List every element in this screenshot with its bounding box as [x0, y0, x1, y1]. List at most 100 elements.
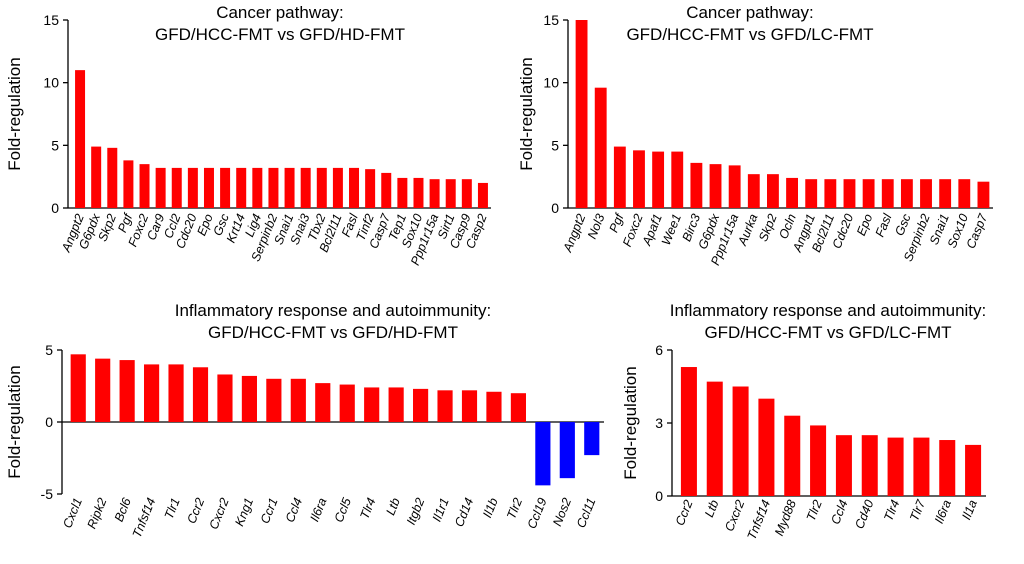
chart-title-line: Cancer pathway: [216, 3, 344, 22]
bar [413, 388, 429, 422]
bar [300, 167, 311, 208]
bar [843, 179, 856, 208]
y-axis-label: Fold-regulation [5, 57, 24, 170]
x-tick-label: Il1a [959, 498, 980, 522]
x-tick-label: Tlr7 [907, 497, 928, 523]
x-tick-label: Il6ra [932, 498, 954, 526]
bar [861, 435, 878, 496]
x-tick-label: Tlr4 [357, 496, 378, 521]
bar [316, 167, 327, 208]
x-tick-label: Ccl4 [283, 496, 305, 524]
bar [732, 386, 749, 496]
y-tick-label: 0 [655, 488, 663, 504]
x-tick-label: Tlr4 [881, 498, 902, 523]
bar [652, 151, 665, 208]
bar [613, 146, 626, 208]
bar [477, 182, 488, 208]
bar [364, 387, 380, 422]
bar [805, 179, 818, 208]
bar [365, 169, 376, 208]
y-tick-label: 15 [43, 12, 59, 28]
x-tick-label: Il1b [480, 496, 501, 520]
x-tick-label: Cxcr2 [722, 498, 747, 534]
x-tick-label: Ltb [383, 496, 403, 517]
x-tick-label: Cxcr2 [207, 496, 232, 532]
bar [461, 390, 478, 422]
chart-cancer-hd: Cancer pathway: GFD/HCC-FMT vs GFD/HD-FMT… [5, 3, 491, 267]
bar [437, 390, 453, 422]
x-tick-label: Cd40 [852, 498, 876, 531]
x-tick-label: Ccr1 [258, 496, 281, 526]
bar [203, 167, 214, 208]
y-tick-label: 15 [543, 12, 559, 28]
bar [766, 174, 779, 208]
bar [728, 165, 741, 208]
bar [339, 384, 355, 422]
x-tick-label: Ltb [702, 498, 722, 519]
chart-title-line: Inflammatory response and autoimmunity: [670, 301, 987, 320]
x-tick-label: Angpt2 [560, 212, 588, 255]
bar [397, 177, 408, 208]
x-tick-label: Tnfsf14 [130, 496, 159, 540]
bar [835, 435, 852, 496]
bar [461, 179, 472, 208]
bar [535, 422, 551, 486]
bar [633, 150, 645, 208]
bar [144, 364, 160, 422]
bar [168, 364, 184, 422]
bar [920, 179, 932, 208]
chart-cancer-lc: Cancer pathway: GFD/HCC-FMT vs GFD/LC-FMT… [517, 3, 993, 267]
x-tick-label: Il6ra [307, 496, 329, 524]
bar [445, 179, 456, 208]
chart-title-line: GFD/HCC-FMT vs GFD/HD-FMT [155, 25, 405, 44]
bar [510, 393, 526, 422]
x-tick-label: Cxcl1 [60, 496, 85, 530]
bar [690, 162, 703, 208]
bar [268, 167, 279, 208]
x-tick-label: Itgb2 [404, 496, 427, 527]
x-tick-label: Bcl6 [112, 496, 134, 524]
bar [155, 167, 166, 208]
bar [95, 358, 111, 422]
x-tick-label: Kng1 [232, 496, 256, 528]
bar [824, 179, 837, 208]
y-tick-label: 0 [45, 414, 53, 430]
y-tick-label: 10 [543, 75, 559, 91]
bar [429, 179, 440, 208]
y-tick-label: 5 [51, 137, 59, 153]
x-tick-label: Il1r1 [430, 496, 452, 524]
bar [70, 354, 86, 422]
bar [192, 367, 209, 422]
bar [349, 167, 360, 208]
bar [958, 179, 971, 208]
chart-inflammatory-lc: Inflammatory response and autoimmunity: G… [621, 301, 987, 542]
bar [381, 172, 392, 208]
y-tick-label: 5 [551, 137, 559, 153]
bar [594, 87, 607, 208]
x-tick-label: Nol3 [585, 212, 608, 241]
y-tick-label: 3 [655, 415, 663, 431]
bar [290, 378, 306, 422]
bar [671, 151, 684, 208]
bar [220, 167, 231, 208]
bar [486, 391, 502, 422]
bar [75, 70, 86, 208]
x-tick-label: Cd14 [452, 496, 476, 529]
bar [900, 179, 913, 208]
bar [784, 415, 801, 496]
bar [332, 167, 343, 208]
y-tick-label: 5 [45, 342, 53, 358]
x-tick-label: Fasl [873, 211, 895, 239]
y-axis-label: Fold-regulation [5, 365, 24, 478]
bar [559, 422, 575, 479]
chart-title-line: GFD/HCC-FMT vs GFD/LC-FMT [626, 25, 873, 44]
chart-title-line: GFD/HCC-FMT vs GFD/LC-FMT [704, 323, 951, 342]
y-tick-label: 6 [655, 342, 663, 358]
bar [887, 437, 904, 496]
chart-title-line: GFD/HCC-FMT vs GFD/HD-FMT [208, 323, 458, 342]
bar [217, 374, 233, 422]
bar [913, 437, 930, 496]
bar [965, 444, 982, 496]
x-tick-label: Ccr2 [184, 496, 207, 526]
